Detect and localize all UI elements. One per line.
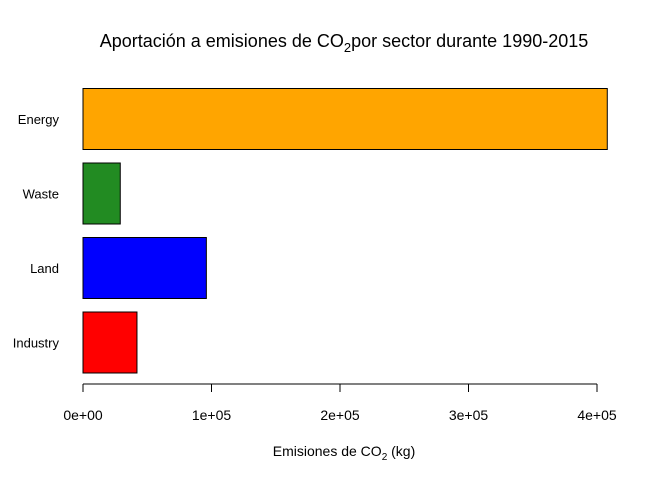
category-label-waste: Waste [23,187,59,202]
chart-title: Aportación a emisiones de CO2por sector … [100,31,589,55]
category-labels: Industry Land Waste Energy [13,112,60,351]
bar-waste [82,162,121,225]
bar-industry [82,311,138,374]
category-label-industry: Industry [13,336,60,351]
bar-land [82,237,207,299]
bar-energy [82,88,608,150]
x-tick-label: 4e+05 [577,407,617,423]
x-axis-label: Emisiones de CO2 (kg) [273,443,416,463]
x-axis: 0e+00 1e+05 2e+05 3e+05 4e+05 [63,383,617,423]
x-tick-label: 0e+00 [63,407,103,423]
bars-group [82,88,608,374]
x-tick-label: 2e+05 [320,407,360,423]
category-label-energy: Energy [18,112,60,127]
x-tick-label: 1e+05 [192,407,232,423]
x-tick-label: 3e+05 [449,407,489,423]
category-label-land: Land [30,261,59,276]
title-subscript: 2 [344,40,351,55]
xlabel-subscript: 2 [382,452,388,463]
